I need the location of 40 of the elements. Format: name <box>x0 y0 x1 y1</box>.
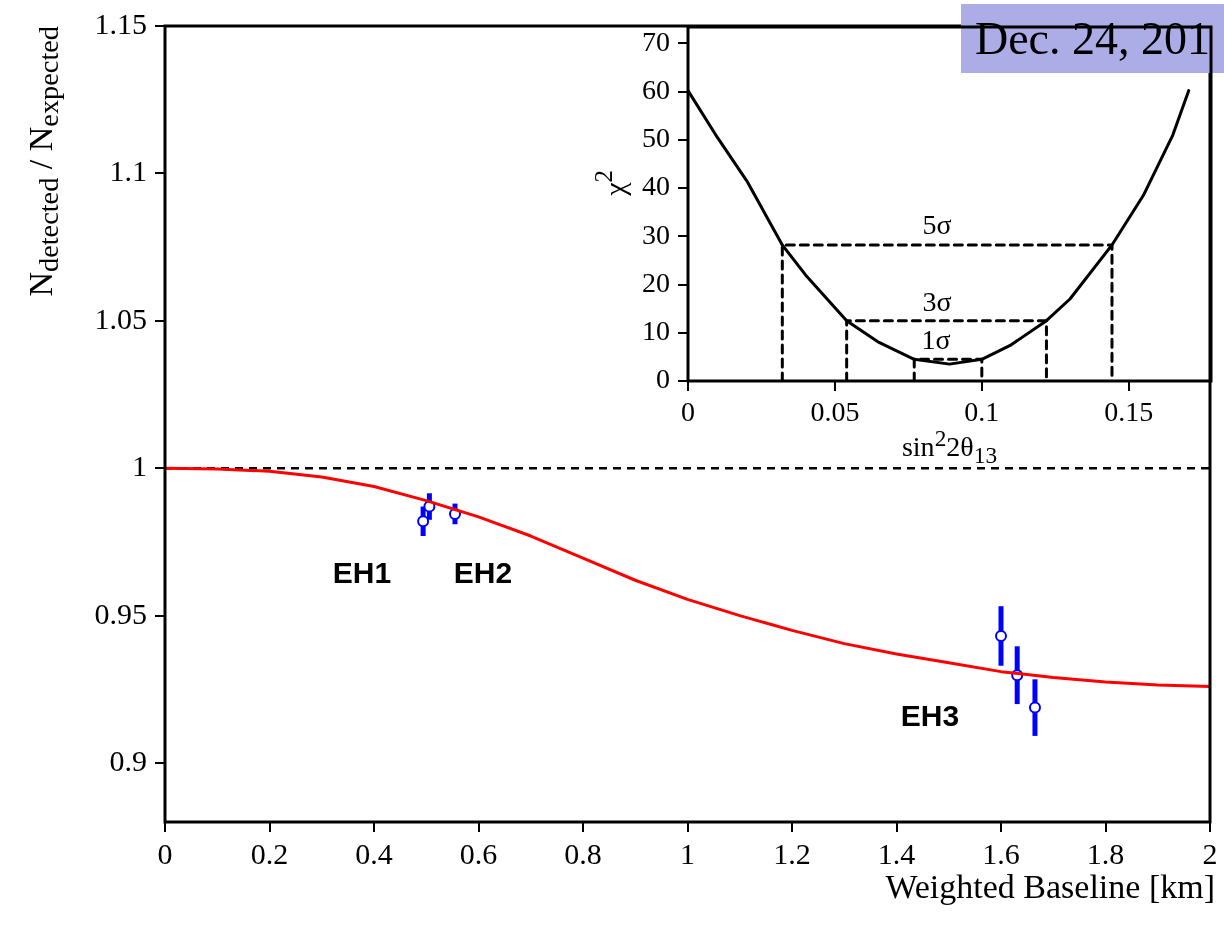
y-tick-label: 50 <box>642 122 670 154</box>
annotation: 3σ <box>922 286 952 318</box>
annotation: 5σ <box>922 209 952 241</box>
annotation: EH3 <box>900 699 960 733</box>
y-tick-label: 40 <box>642 170 670 202</box>
y-tick-label: 1.15 <box>94 6 147 40</box>
x-tick-label: 1.8 <box>1086 836 1125 870</box>
x-tick-label: 0 <box>157 836 173 870</box>
y-tick-label: 0.9 <box>109 743 147 777</box>
annotation: EH2 <box>453 556 513 590</box>
y-tick-label: 60 <box>642 73 670 105</box>
annotation: EH1 <box>332 556 392 590</box>
y-tick-label: 0.95 <box>94 596 147 630</box>
y-tick-label: 1.05 <box>94 301 147 335</box>
x-tick-label: 0.6 <box>459 836 498 870</box>
y-tick-label: 70 <box>642 25 670 57</box>
y-tick-label: 30 <box>642 218 670 250</box>
y-tick-label: 0 <box>656 363 670 395</box>
x-tick-label: 0 <box>681 396 695 428</box>
x-tick-label: 0.1 <box>964 396 1000 428</box>
x-tick-label: 0.8 <box>564 836 602 870</box>
x-tick-label: 0.15 <box>1104 396 1154 428</box>
annotation: 1σ <box>921 324 951 356</box>
point <box>995 629 1007 642</box>
x-axis-title: Weighted Baseline [km] <box>885 868 1215 906</box>
x-tick-label: 1.4 <box>877 836 916 870</box>
point <box>417 515 430 528</box>
x-tick-label: 1.2 <box>773 836 811 870</box>
x-tick-label: 1.6 <box>982 836 1020 870</box>
x-tick-label: 0.2 <box>250 836 289 870</box>
y-tick-label: 1 <box>132 449 147 483</box>
x-axis-title: sin$^{2}$2θ$_{13}$ <box>901 425 998 468</box>
x-tick-label: 2 <box>1202 836 1218 870</box>
x-tick-label: 0.4 <box>355 836 393 870</box>
y-tick-label: 10 <box>642 315 670 347</box>
y-tick-label: 20 <box>642 266 670 298</box>
x-tick-label: 1 <box>680 836 695 870</box>
y-tick-label: 1.1 <box>109 154 147 188</box>
x-tick-label: 0.05 <box>810 396 860 428</box>
point <box>1028 701 1041 714</box>
